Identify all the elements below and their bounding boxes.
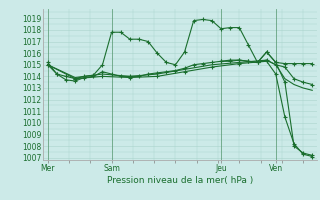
X-axis label: Pression niveau de la mer( hPa ): Pression niveau de la mer( hPa ) (107, 176, 253, 185)
